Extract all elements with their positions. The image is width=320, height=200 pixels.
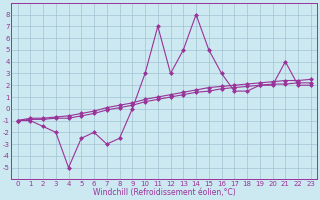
X-axis label: Windchill (Refroidissement éolien,°C): Windchill (Refroidissement éolien,°C) bbox=[93, 188, 236, 197]
